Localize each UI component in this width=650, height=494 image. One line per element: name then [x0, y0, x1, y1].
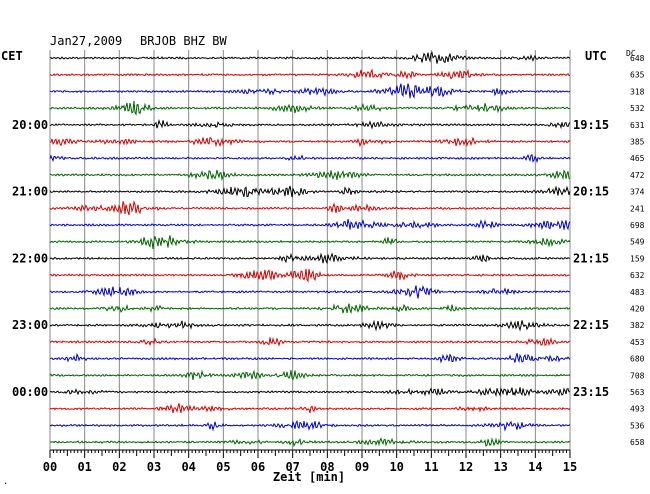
- trace-row-16: [49, 303, 571, 315]
- trace-row-13: [49, 252, 571, 265]
- trace-row-5: [49, 118, 571, 130]
- dc-offset-label: 635: [630, 71, 645, 80]
- right-time-labels: 19:15 20:15 21:15 22:15 23:15: [573, 118, 609, 399]
- trace-row-19: [49, 352, 571, 364]
- trace-row-17: [49, 319, 571, 332]
- dc-offset-label: 472: [630, 171, 645, 180]
- dc-offset-label: 563: [630, 388, 645, 397]
- x-tick-label: 07: [285, 460, 299, 474]
- left-timezone-label: CET: [1, 49, 23, 63]
- x-tick-label: 04: [181, 460, 195, 474]
- dc-offset-label: 536: [630, 421, 645, 430]
- x-tick-label: 14: [528, 460, 542, 474]
- dc-offset-label: 241: [630, 204, 645, 213]
- x-axis-title: Zeit [min]: [273, 470, 345, 484]
- x-tick-label: 03: [147, 460, 161, 474]
- dc-offset-label: 453: [630, 338, 645, 347]
- dc-offset-label: 385: [630, 138, 645, 147]
- left-time-label: 00:00: [12, 385, 48, 399]
- time-grid: [49, 50, 571, 450]
- station-label: BRJOB BHZ BW: [140, 34, 227, 48]
- corner-mark: .: [3, 477, 8, 487]
- right-timezone-label: UTC: [585, 49, 607, 63]
- trace-row-23: [49, 419, 571, 432]
- dc-offset-label: 708: [630, 371, 645, 380]
- trace-row-4: [49, 100, 571, 116]
- trace-row-18: [49, 337, 571, 347]
- dc-offset-label: 698: [630, 221, 645, 230]
- trace-group: [49, 51, 571, 448]
- trace-row-8: [49, 169, 571, 182]
- trace-row-14: [49, 268, 571, 283]
- x-tick-label: 05: [216, 460, 230, 474]
- trace-row-2: [49, 68, 571, 80]
- dc-offset-label: 658: [630, 438, 645, 447]
- left-time-labels: 20:00 21:00 22:00 23:00 00:00: [12, 118, 48, 399]
- left-time-label: 22:00: [12, 251, 48, 265]
- dc-offset-label: 648: [630, 54, 645, 63]
- dc-offset-label: 420: [630, 305, 645, 314]
- trace-row-6: [49, 137, 571, 148]
- x-tick-label: 08: [320, 460, 334, 474]
- dc-offset-label: 483: [630, 288, 645, 297]
- x-tick-label: 10: [389, 460, 403, 474]
- x-tick-label: 11: [424, 460, 438, 474]
- x-axis: 00 01 02 03 04 05 06 07 08 09 10 11 12 13 14 15: [43, 449, 577, 474]
- trace-row-10: [49, 200, 571, 216]
- right-time-label: 21:15: [573, 251, 609, 265]
- trace-row-15: [49, 285, 571, 299]
- dc-offset-label: 631: [630, 121, 645, 130]
- dc-offset-label: 159: [630, 254, 645, 263]
- trace-row-7: [49, 153, 571, 164]
- x-tick-label: 02: [112, 460, 126, 474]
- x-tick-label: 09: [355, 460, 369, 474]
- trace-row-21: [49, 387, 571, 398]
- left-time-label: 21:00: [12, 185, 48, 199]
- dc-offset-label: 318: [630, 87, 645, 96]
- left-time-label: 23:00: [12, 318, 48, 332]
- right-time-label: 22:15: [573, 318, 609, 332]
- dc-offset-label: 549: [630, 238, 645, 247]
- dc-label: DC: [626, 49, 636, 58]
- x-tick-label: 13: [493, 460, 507, 474]
- dc-offset-labels: 648 635 318 532 631 385 465 472 374 241 698 549 159 6…: [630, 54, 645, 447]
- x-tick-label: 06: [251, 460, 265, 474]
- dc-offset-label: 680: [630, 355, 645, 364]
- dc-offset-label: 382: [630, 321, 645, 330]
- trace-row-3: [49, 83, 571, 99]
- x-tick-label: 00: [43, 460, 57, 474]
- left-time-label: 20:00: [12, 118, 48, 132]
- trace-row-20: [49, 369, 571, 381]
- right-time-label: 23:15: [573, 385, 609, 399]
- dc-offset-label: 493: [630, 405, 645, 414]
- right-time-label: 19:15: [573, 118, 609, 132]
- dc-offset-label: 374: [630, 188, 645, 197]
- trace-row-22: [49, 403, 571, 414]
- right-time-label: 20:15: [573, 185, 609, 199]
- trace-row-1: [49, 51, 571, 64]
- dc-offset-label: 632: [630, 271, 645, 280]
- date-label: Jan27,2009: [50, 34, 122, 48]
- x-tick-label: 12: [459, 460, 473, 474]
- trace-row-12: [49, 235, 571, 250]
- x-tick-label: 15: [563, 460, 577, 474]
- dc-offset-label: 465: [630, 154, 645, 163]
- trace-row-11: [49, 218, 571, 231]
- trace-row-24: [49, 437, 571, 448]
- x-tick-label: 01: [77, 460, 91, 474]
- dc-offset-label: 532: [630, 104, 645, 113]
- trace-row-9: [49, 185, 571, 198]
